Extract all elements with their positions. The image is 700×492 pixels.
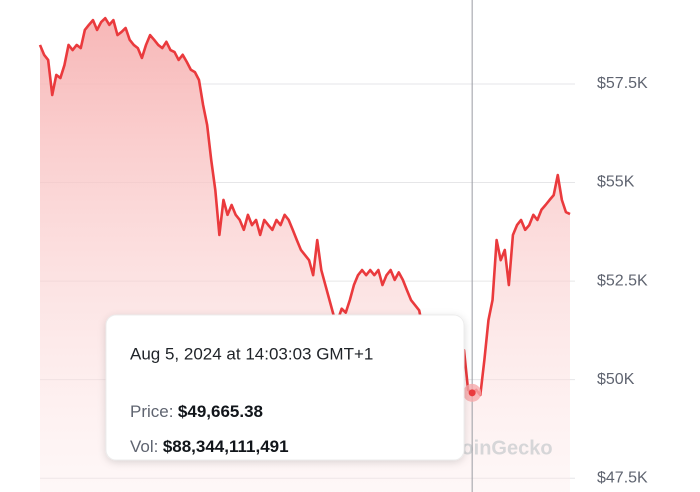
tooltip: Aug 5, 2024 at 14:03:03 GMT+1 Price: $49…: [105, 314, 465, 461]
y-tick-label: $55K: [597, 174, 635, 191]
hover-point: [468, 389, 476, 397]
watermark: CoinGecko: [447, 437, 553, 459]
tooltip-value: $49,665.38: [178, 402, 263, 421]
hover: [463, 0, 482, 492]
y-tick-label: $52.5K: [597, 272, 648, 289]
tooltip-box: [105, 314, 465, 461]
y-axis: $47.5K $50K $52.5K $55K $57.5K: [597, 75, 648, 486]
line: [38, 16, 571, 397]
tooltip-value: $88,344,111,491: [163, 437, 289, 456]
tooltip-row: Price: $49,665.38: [130, 402, 263, 421]
y-tick-label: $47.5K: [597, 469, 648, 486]
tooltip-label: Vol:: [130, 437, 158, 456]
y-tick-label: $57.5K: [597, 75, 648, 92]
tooltip-row: Vol: $88,344,111,491: [130, 437, 289, 456]
y-tick-label: $50K: [597, 371, 635, 388]
tooltip-label: Price:: [130, 402, 173, 421]
tooltip-title: Aug 5, 2024 at 14:03:03 GMT+1: [130, 344, 373, 363]
